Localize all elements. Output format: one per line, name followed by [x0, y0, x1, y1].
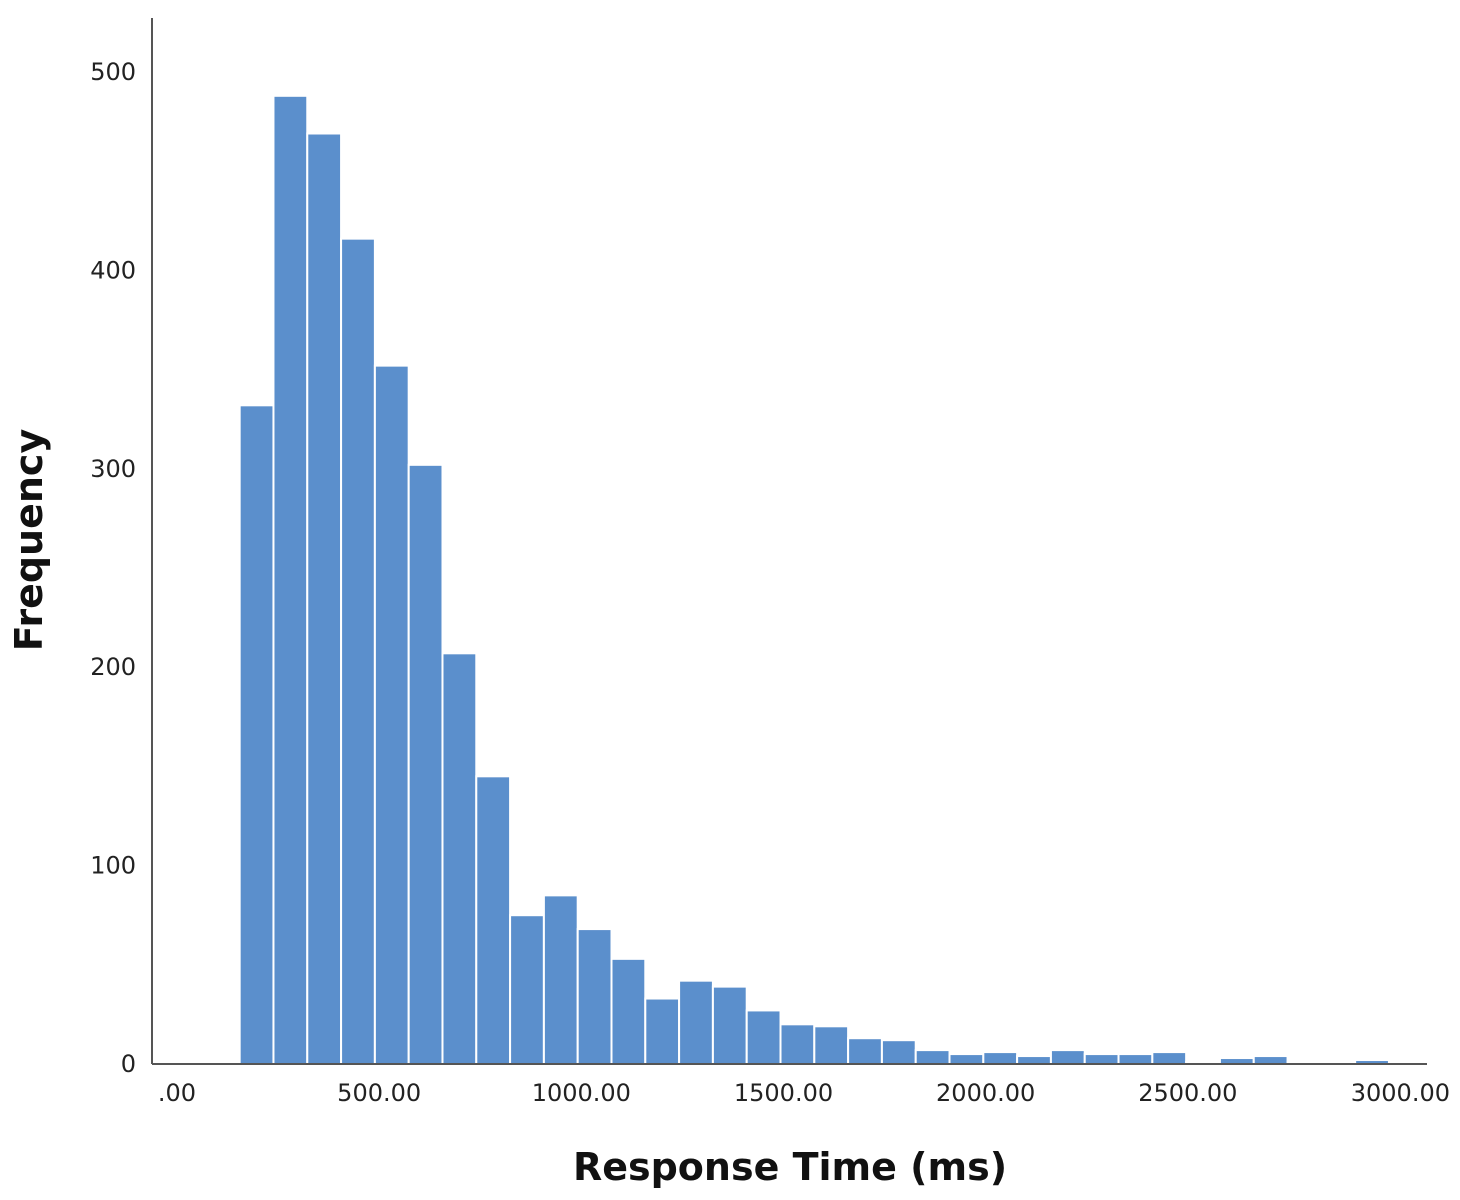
histogram-bar-25: [1083, 1053, 1120, 1065]
histogram-bar-22: [982, 1051, 1019, 1065]
histogram-bar-7: [475, 775, 512, 1065]
histogram-bar-12: [644, 997, 681, 1066]
histogram-bar-11: [610, 957, 647, 1066]
histogram-bar-30: [1252, 1055, 1289, 1065]
histogram-bars: [238, 94, 1390, 1066]
histogram-bar-5: [407, 463, 444, 1066]
x-axis-ticks: .00 500.00 1000.00 1500.00 2000.00 2500.00 300…: [158, 1079, 1450, 1107]
x-tick-label-1: 500.00: [337, 1079, 421, 1107]
x-tick-label-6: 3000.00: [1351, 1079, 1450, 1107]
y-tick-label-0: 0: [121, 1050, 136, 1078]
y-tick-label-5: 500: [90, 58, 136, 86]
histogram-bar-26: [1117, 1053, 1154, 1065]
histogram-bar-24: [1049, 1049, 1086, 1066]
y-tick-label-2: 200: [90, 653, 136, 681]
x-tick-label-2: 1000.00: [532, 1079, 631, 1107]
histogram-bar-3: [340, 237, 376, 1065]
histogram-bar-0: [238, 404, 275, 1065]
histogram-bar-1: [272, 94, 309, 1066]
x-tick-label-4: 2000.00: [936, 1079, 1035, 1107]
histogram-bar-10: [576, 928, 613, 1066]
histogram-bar-20: [914, 1049, 951, 1066]
histogram-bar-13: [678, 979, 714, 1065]
y-tick-label-3: 300: [90, 455, 136, 483]
x-tick-label-5: 2500.00: [1138, 1079, 1237, 1107]
histogram-bar-21: [948, 1053, 985, 1065]
histogram-bar-4: [373, 364, 410, 1065]
y-tick-label-4: 400: [90, 256, 136, 284]
histogram-bar-16: [779, 1023, 816, 1065]
x-tick-label-3: 1500.00: [734, 1079, 833, 1107]
histogram-bar-19: [880, 1039, 917, 1066]
histogram-bar-17: [813, 1025, 850, 1065]
histogram-bar-27: [1151, 1051, 1188, 1065]
histogram-bar-18: [847, 1037, 883, 1066]
histogram-bar-15: [745, 1009, 782, 1066]
histogram-bar-9: [542, 894, 579, 1065]
histogram-bar-8: [509, 914, 545, 1066]
x-axis-title: Response Time (ms): [573, 1145, 1007, 1189]
y-axis-ticks: 0 100 200 300 400 500: [90, 58, 136, 1078]
histogram-bar-14: [711, 985, 748, 1066]
y-axis-title: Frequency: [7, 429, 51, 652]
x-tick-label-0: .00: [158, 1079, 196, 1107]
histogram-bar-6: [441, 652, 478, 1065]
histogram-bar-2: [306, 132, 343, 1065]
y-tick-label-1: 100: [90, 852, 136, 880]
histogram-bar-23: [1016, 1055, 1052, 1065]
